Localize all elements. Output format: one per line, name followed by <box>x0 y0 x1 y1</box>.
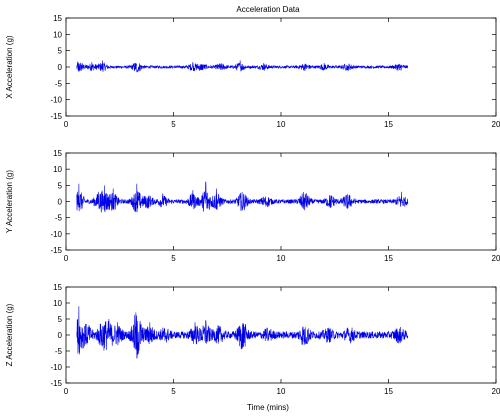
z-ytick-label: 0 <box>58 331 63 340</box>
z-xtick-label: 20 <box>492 387 500 396</box>
x-xtick-label: 20 <box>492 120 500 129</box>
z-signal-line <box>76 306 409 359</box>
x-xtick-label: 15 <box>384 120 393 129</box>
y-signal-line <box>76 181 409 213</box>
figure-title: Acceleration Data <box>236 5 300 14</box>
x-axis-label: X Acceleration (g) <box>5 35 14 98</box>
y-ytick-label: -5 <box>55 214 63 223</box>
z-xtick-label: 10 <box>277 387 286 396</box>
z-xtick-label: 5 <box>171 387 176 396</box>
x-ytick-label: 10 <box>53 30 62 39</box>
y-ytick-label: 10 <box>53 165 62 174</box>
y-xtick-label: 5 <box>171 254 176 263</box>
z-ytick-label: 10 <box>53 299 62 308</box>
y-xtick-label: 15 <box>384 254 393 263</box>
z-ytick-label: -10 <box>50 363 62 372</box>
z-ytick-label: 15 <box>53 283 62 292</box>
z-ytick-label: -5 <box>55 347 63 356</box>
x-subplot: -15 -10 -5 0 5 10 15 0 5 10 15 20 X Acceleration (g) <box>5 14 500 129</box>
subplots: -15 -10 -5 0 5 10 15 0 5 10 15 20 X Acceleration (g)… <box>5 14 500 396</box>
z-subplot: -15 -10 -5 0 5 10 15 0 5 10 15 20 Z Acceleration (g) <box>5 283 500 396</box>
y-ytick-label: 15 <box>53 149 62 158</box>
x-xtick-label: 0 <box>64 120 69 129</box>
y-ytick-label: -15 <box>50 246 62 255</box>
x-ytick-label: -15 <box>50 112 62 121</box>
x-ytick-label: 5 <box>58 47 63 56</box>
x-ytick-label: -5 <box>55 79 63 88</box>
z-ytick-label: -15 <box>50 379 62 388</box>
y-axis-label: Y Acceleration (g) <box>5 170 14 233</box>
y-ytick-label: 0 <box>58 198 63 207</box>
y-ytick-label: 5 <box>58 181 63 190</box>
x-axis-label: Time (mins) <box>247 403 289 412</box>
x-ytick-label: -10 <box>50 96 62 105</box>
y-ytick-label: -10 <box>50 230 62 239</box>
x-xtick-label: 5 <box>171 120 176 129</box>
z-xtick-label: 0 <box>64 387 69 396</box>
x-xtick-label: 10 <box>277 120 286 129</box>
z-axis-label: Z Acceleration (g) <box>5 303 14 366</box>
x-signal-line <box>76 60 409 73</box>
z-ytick-label: 5 <box>58 315 63 324</box>
y-subplot: -15 -10 -5 0 5 10 15 0 5 10 15 20 Y Acceleration (g) <box>5 149 500 263</box>
y-xtick-label: 10 <box>277 254 286 263</box>
y-xtick-label: 0 <box>64 254 69 263</box>
x-ytick-label: 15 <box>53 14 62 23</box>
x-ytick-label: 0 <box>58 63 63 72</box>
z-xtick-label: 15 <box>384 387 393 396</box>
y-xtick-label: 20 <box>492 254 500 263</box>
